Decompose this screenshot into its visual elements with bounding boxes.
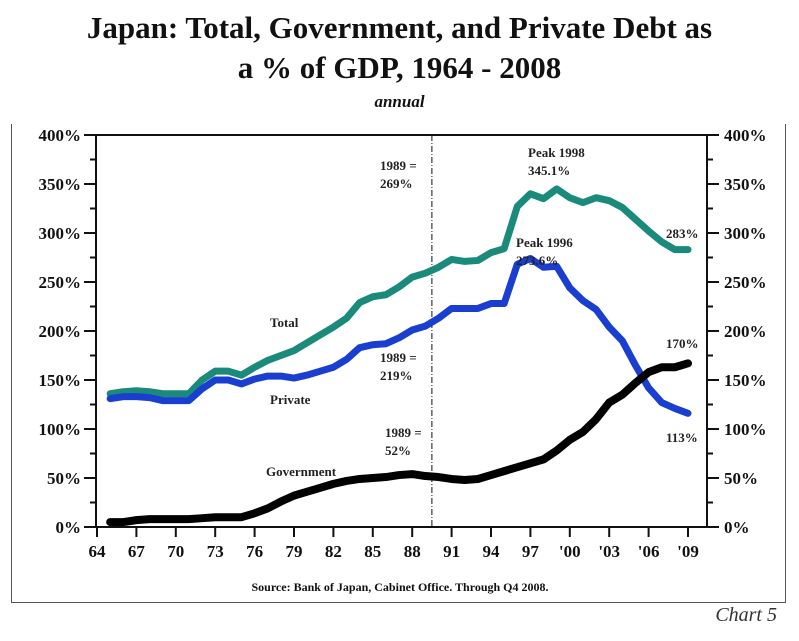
x-tick-label: 94 [483,542,501,561]
source-note: Source: Bank of Japan, Cabinet Office. T… [251,580,548,594]
chart-title: Japan: Total, Government, and Private De… [0,8,799,88]
y-tick-label-right: 100% [724,420,767,439]
x-tick-label: 88 [404,542,421,561]
y-tick-label-left: 100% [39,420,82,439]
y-tick-label-right: 50% [724,469,758,488]
y-tick-label-left: 150% [39,371,82,390]
x-tick-label: 97 [522,542,540,561]
annotation-total89: 1989 = [380,158,417,173]
series-line-total [106,185,692,398]
annotation-peak96: Peak 1996 [516,235,573,250]
y-tick-label-left: 0% [56,518,82,537]
title-line-1: Japan: Total, Government, and Private De… [86,10,713,45]
y-tick-label-left: 250% [39,273,82,292]
y-tick-label-left: 350% [39,175,82,194]
x-tick-label: '00 [559,542,581,561]
y-tick-label-right: 0% [724,518,750,537]
x-tick-label: '03 [598,542,620,561]
x-tick-label: '09 [677,542,699,561]
x-tick-label: 64 [89,542,107,561]
y-tick-label-left: 300% [39,224,82,243]
y-tick-label-right: 250% [724,273,767,292]
x-tick-label: 91 [443,542,460,561]
annotation-gov89: 1989 = [385,425,422,440]
x-tick-label: 70 [167,542,184,561]
y-tick-label-right: 350% [724,175,767,194]
x-tick-label: 73 [207,542,224,561]
chart-number: Chart 5 [715,604,777,626]
annotation-peak98: Peak 1998 [528,145,585,160]
annotation-priv89: 1989 = [380,350,417,365]
annotation-lbl-private: Private [270,392,311,407]
x-tick-label: '06 [638,542,660,561]
x-tick-label: 76 [246,542,263,561]
annotation-end-gov: 170% [666,336,699,351]
y-tick-label-right: 200% [724,322,767,341]
x-tick-label: 82 [325,542,342,561]
series-line-private [106,254,692,417]
annotation-total89: 269% [380,176,413,191]
y-tick-label-left: 50% [47,469,81,488]
annotation-peak96: 273.6% [516,253,558,268]
annotation-end-total: 283% [666,226,699,241]
chart-subtitle: annual [374,92,425,111]
y-tick-label-right: 300% [724,224,767,243]
annotation-lbl-gov: Government [266,464,337,479]
annotation-gov89: 52% [385,443,411,458]
y-tick-label-left: 400% [39,126,82,145]
y-tick-label-right: 400% [724,126,767,145]
x-tick-label: 67 [128,542,146,561]
annotation-end-priv: 113% [666,430,698,445]
y-tick-label-right: 150% [724,371,767,390]
series-line-government [106,359,692,527]
x-tick-label: 79 [286,542,303,561]
annotation-lbl-total: Total [270,315,299,330]
y-tick-label-left: 200% [39,322,82,341]
annotation-priv89: 219% [380,368,413,383]
x-tick-label: 85 [364,542,381,561]
chart-frame [11,124,786,603]
annotation-peak98: 345.1% [528,163,570,178]
title-line-2: a % of GDP, 1964 - 2008 [237,50,562,85]
